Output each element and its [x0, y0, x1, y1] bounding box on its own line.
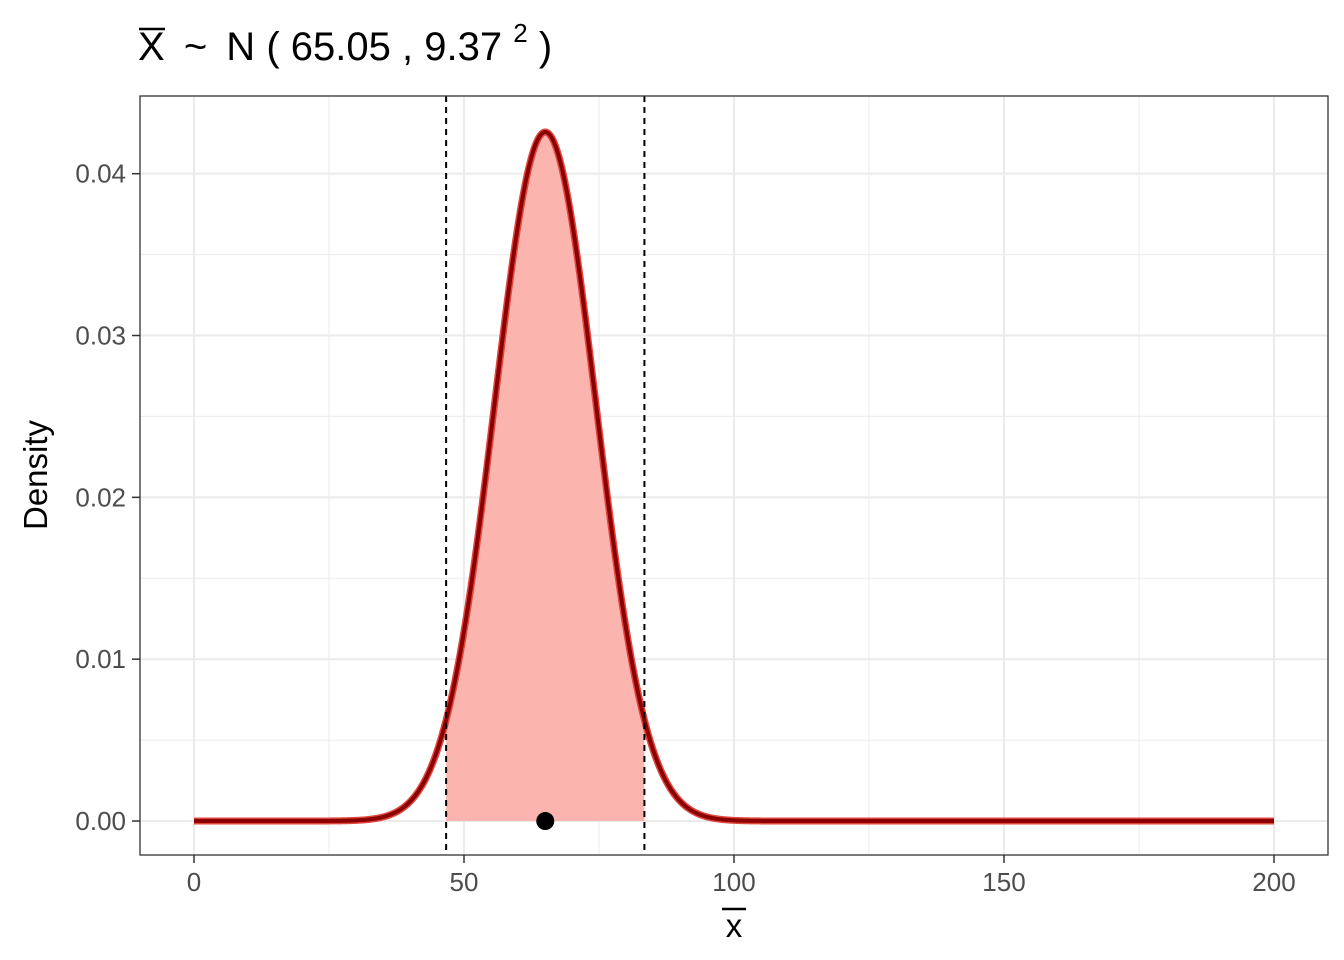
x-tick-label: 100 [712, 867, 755, 897]
y-tick-label: 0.01 [75, 644, 126, 674]
shaded-area [446, 131, 645, 822]
x-tick-label: 150 [982, 867, 1025, 897]
y-axis-title: Density [17, 419, 54, 530]
title-dist: N [226, 25, 255, 69]
chart-title: X ~ N ( 65.05 , 9.37 2 ) [138, 7, 552, 69]
title-sd: 9.37 [424, 25, 502, 69]
y-tick-label: 0.03 [75, 321, 126, 351]
x-axis: 0 50 100 150 200 [187, 855, 1296, 897]
mean-point-layer [536, 812, 555, 831]
y-axis: 0.00 0.01 0.02 0.03 0.04 [75, 159, 140, 836]
svg-text:X ~ N (: X ~ N ( 65.05 , 9.37 2 ) [138, 7, 552, 69]
mean-point [536, 812, 555, 831]
shaded-area-path [446, 131, 645, 822]
grid [140, 96, 1328, 855]
interval-lines [445, 96, 646, 855]
x-tick-label: 200 [1252, 867, 1295, 897]
x-tick-label: 0 [187, 867, 201, 897]
title-variable: X [138, 25, 165, 69]
title-tilde: ~ [184, 25, 207, 69]
y-tick-label: 0.04 [75, 159, 126, 189]
x-tick-label: 50 [450, 867, 479, 897]
y-tick-label: 0.00 [75, 806, 126, 836]
density-curve [191, 128, 1277, 825]
density-curve-line [192, 129, 1276, 824]
title-mean: 65.05 [291, 25, 391, 69]
title-exponent: 2 [513, 18, 527, 48]
x-axis-title: x [726, 907, 743, 944]
y-tick-label: 0.02 [75, 482, 126, 512]
